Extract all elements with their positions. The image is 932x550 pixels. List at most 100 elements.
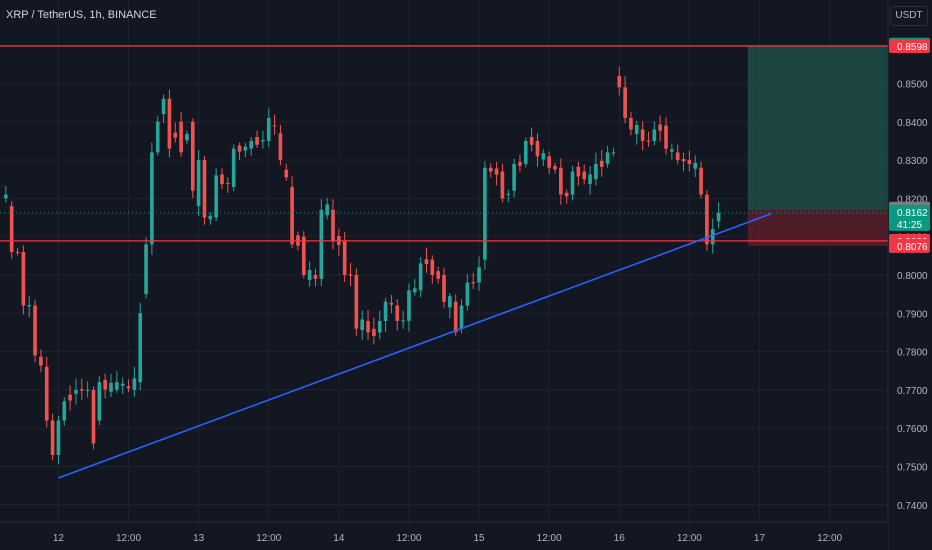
candle-body xyxy=(710,229,715,245)
candle-body xyxy=(179,121,183,153)
x-tick-label: 14 xyxy=(333,533,345,544)
y-tick-label: 0.7600 xyxy=(897,424,928,435)
y-tick-label: 0.7400 xyxy=(897,501,928,512)
candle-body xyxy=(594,163,598,180)
candle-body xyxy=(559,167,563,195)
x-tick-label: 12:00 xyxy=(116,533,141,544)
candle-body xyxy=(331,209,335,241)
candle-body xyxy=(27,304,32,307)
candle-body xyxy=(120,383,125,386)
candle-body xyxy=(599,160,604,167)
candle-body xyxy=(354,274,359,329)
candle-body xyxy=(670,149,674,152)
candle-body xyxy=(471,282,476,284)
candle-body xyxy=(307,269,312,281)
price-label: 0.8162 xyxy=(897,208,928,219)
candle-body xyxy=(68,394,72,401)
price-label-bg xyxy=(889,204,930,231)
candle-body xyxy=(605,152,610,164)
candle-body xyxy=(266,117,271,141)
currency-button[interactable]: USDT xyxy=(890,6,928,26)
candle-body xyxy=(652,129,657,141)
symbol-title[interactable]: XRP / TetherUS, 1h, BINANCE xyxy=(6,9,157,21)
candle-body xyxy=(231,148,236,187)
candle-body xyxy=(442,274,446,302)
candle-body xyxy=(716,212,721,222)
candle-body xyxy=(220,174,224,185)
x-tick-label: 15 xyxy=(473,533,485,544)
candle-body xyxy=(115,382,119,390)
price-axis xyxy=(888,0,932,550)
candle-body xyxy=(383,301,388,321)
x-tick-label: 12:00 xyxy=(677,533,702,544)
candle-body xyxy=(366,320,370,333)
candle-body xyxy=(658,124,662,131)
countdown-label: 41:25 xyxy=(897,220,922,231)
candle-body xyxy=(541,153,546,160)
candle-body xyxy=(342,240,347,275)
candle-body xyxy=(44,366,49,421)
candle-body xyxy=(167,98,172,149)
candle-body xyxy=(109,382,113,392)
candle-body xyxy=(249,140,254,149)
candle-body xyxy=(132,378,137,390)
candle-body xyxy=(535,140,540,157)
candle-body xyxy=(284,169,289,178)
candle-body xyxy=(547,156,551,168)
candle-body xyxy=(570,171,575,195)
time-axis xyxy=(0,522,888,550)
candle-body xyxy=(226,183,230,185)
candle-body xyxy=(518,161,522,166)
candle-body xyxy=(412,288,417,293)
candle-body xyxy=(138,313,143,383)
candle-body xyxy=(278,133,283,161)
candle-body xyxy=(401,320,405,322)
candle-body xyxy=(74,389,78,394)
candle-body xyxy=(155,121,160,153)
y-tick-label: 0.7700 xyxy=(897,386,928,397)
candle-body xyxy=(103,379,107,390)
candle-body xyxy=(407,290,411,321)
price-label-bg xyxy=(889,38,930,53)
candle-body xyxy=(348,274,353,276)
candle-body xyxy=(523,140,528,164)
candle-body xyxy=(243,146,248,151)
y-tick-label: 0.7500 xyxy=(897,462,928,473)
x-tick-label: 12:00 xyxy=(817,533,842,544)
candle-body xyxy=(477,267,481,283)
candle-body xyxy=(623,87,627,118)
candle-body xyxy=(185,133,189,141)
candle-body xyxy=(529,136,534,145)
candle-body xyxy=(255,137,259,145)
candle-body xyxy=(629,117,633,130)
x-tick-label: 12 xyxy=(53,533,65,544)
y-tick-label: 0.8200 xyxy=(897,194,928,205)
candle-body xyxy=(360,319,365,331)
profit-zone xyxy=(747,45,888,210)
candle-body xyxy=(319,209,324,279)
candle-body xyxy=(418,263,423,291)
candle-body xyxy=(173,132,178,138)
candle-body xyxy=(161,98,166,115)
candle-body xyxy=(588,174,592,185)
x-tick-label: 12:00 xyxy=(537,533,562,544)
candle-body xyxy=(436,271,440,279)
y-tick-label: 0.7900 xyxy=(897,309,928,320)
x-tick-label: 12:00 xyxy=(256,533,281,544)
y-tick-label: 0.8500 xyxy=(897,79,928,90)
candle-body xyxy=(85,389,90,391)
candle-body xyxy=(687,160,692,164)
candle-body xyxy=(237,145,242,152)
candle-body xyxy=(377,320,382,333)
candle-body xyxy=(79,389,84,391)
candle-body xyxy=(664,125,668,149)
candle-body xyxy=(4,194,8,199)
candle-body xyxy=(430,259,435,275)
candle-body xyxy=(634,125,639,134)
candle-body xyxy=(33,305,37,356)
candle-body xyxy=(693,162,698,169)
candle-body xyxy=(646,140,651,142)
price-label: 0.8598 xyxy=(897,42,928,53)
stop-loss-zone xyxy=(747,209,888,246)
